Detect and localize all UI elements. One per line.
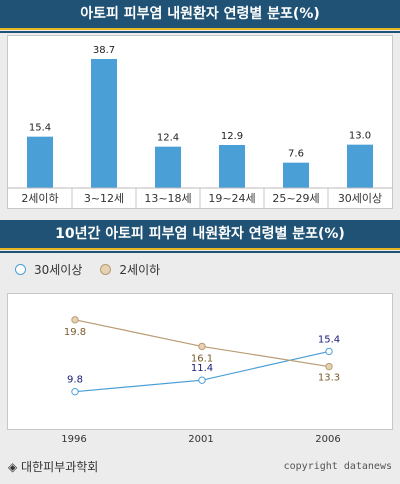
bar-chart-panel: 15.4 2세이하 38.7 3~12세 12.4 13~18세 12.9 19~24세 7.6… [7, 35, 393, 209]
bar-category-label: 13~18세 [144, 192, 191, 205]
chart1-title-text: 아토피 피부염 내원환자 연령별 분포(%) [80, 6, 320, 22]
x-tick-label: 2006 [315, 434, 340, 445]
bar-category-label: 19~24세 [208, 192, 255, 205]
line-chart-panel: 9.8 11.4 15.4 19.8 16.1 13.3 [7, 293, 393, 430]
bar-value-label: 7.6 [288, 149, 304, 160]
line-chart-x-axis: 1996 2001 2006 [61, 434, 340, 445]
bar-chart: 15.4 2세이하 38.7 3~12세 12.4 13~18세 12.9 19~24세 7.6… [8, 45, 392, 208]
chart2-title: 10년간 아토피 피부염 내원환자 연령별 분포(%) [0, 220, 400, 253]
legend-marker-30plus [15, 263, 26, 275]
bar [91, 59, 117, 188]
source-label: ◈ 대한피부과학회 [8, 460, 99, 474]
legend-item-under2: 2세이하 [100, 261, 160, 278]
line-chart-legend: 30세이상 2세이하 [7, 255, 170, 283]
bar-value-label: 13.0 [349, 131, 371, 142]
data-point [71, 387, 79, 396]
point-value-label: 9.8 [67, 375, 83, 386]
bar-category-label: 3~12세 [84, 192, 124, 205]
chart2-title-text: 10년간 아토피 피부염 내원환자 연령별 분포(%) [55, 226, 345, 242]
data-point [71, 316, 79, 324]
bar [283, 162, 309, 188]
line-chart: 9.8 11.4 15.4 19.8 16.1 13.3 [64, 316, 340, 396]
chart1-title: 아토피 피부염 내원환자 연령별 분포(%) [0, 0, 400, 33]
bar-value-label: 15.4 [29, 123, 51, 134]
bar-category-label: 30세이상 [338, 192, 382, 205]
legend-label-under2: 2세이하 [119, 262, 161, 277]
point-value-label: 19.8 [64, 327, 86, 338]
point-value-label: 16.1 [191, 353, 213, 364]
bar [219, 145, 245, 188]
data-point [325, 347, 333, 356]
bar [27, 136, 53, 188]
data-point [325, 362, 333, 371]
copyright-label: copyright datanews [283, 461, 392, 472]
x-tick-label: 2001 [188, 434, 213, 445]
data-point [198, 376, 206, 384]
legend-label-30plus: 30세이상 [34, 262, 83, 277]
point-value-label: 15.4 [318, 334, 340, 345]
bar-category-label: 2세이하 [21, 191, 58, 205]
legend-marker-under2 [100, 263, 112, 275]
point-value-label: 11.4 [191, 363, 213, 374]
bar-value-label: 12.4 [157, 133, 179, 144]
bar-value-label: 12.9 [221, 131, 243, 142]
bar [155, 146, 181, 188]
x-tick-label: 1996 [61, 434, 86, 445]
bar [347, 144, 373, 188]
legend-item-30plus: 30세이상 [15, 261, 82, 278]
bar-category-label: 25~29세 [272, 192, 319, 205]
bar-value-label: 38.7 [93, 45, 115, 56]
data-point [198, 342, 206, 351]
point-value-label: 13.3 [318, 373, 340, 384]
